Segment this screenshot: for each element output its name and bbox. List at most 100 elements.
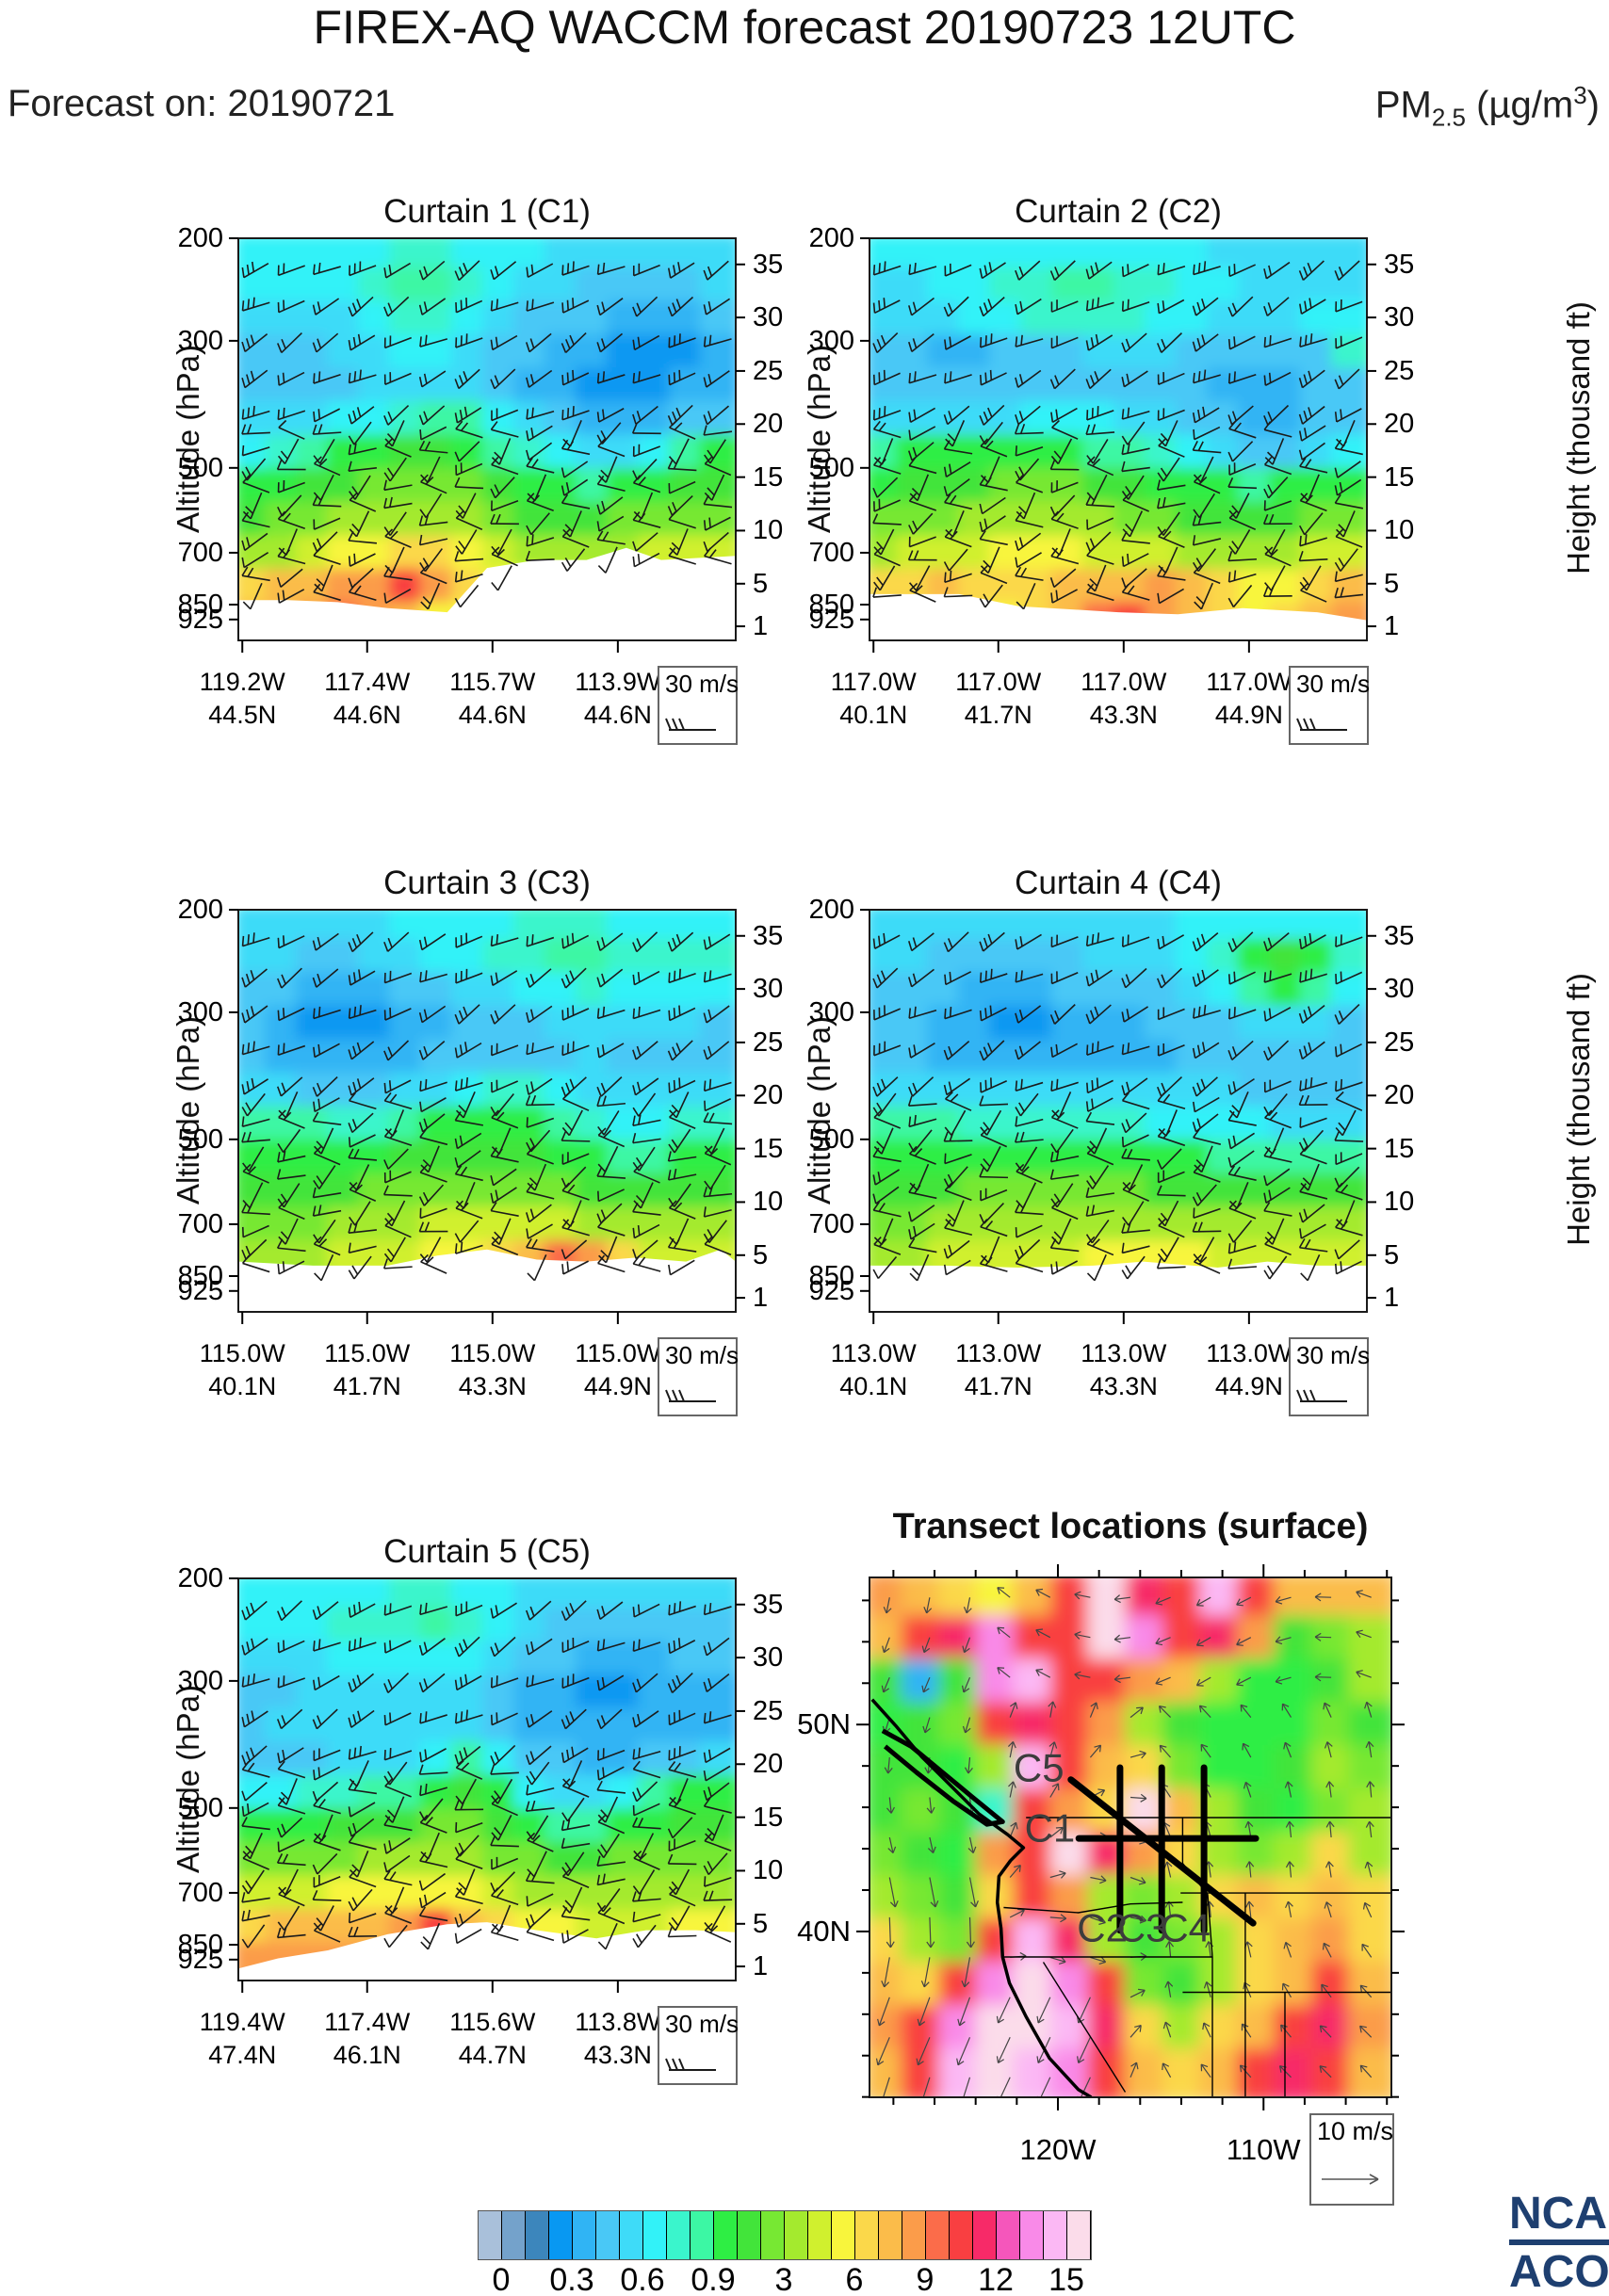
wind-barb	[419, 1748, 447, 1763]
wind-barb	[241, 297, 270, 312]
colorbar-box	[1020, 2211, 1044, 2259]
wind-barb	[419, 970, 448, 983]
wind-barb	[1298, 1204, 1325, 1223]
wind-barb	[312, 1187, 342, 1199]
wind-barb	[908, 1237, 937, 1253]
wind-barb	[1334, 260, 1360, 281]
wind-barb	[490, 1602, 517, 1619]
colorbar-box	[620, 2211, 643, 2259]
wind-barb	[1298, 1041, 1325, 1060]
wind-barb	[491, 1856, 519, 1870]
wind-barb	[1050, 480, 1079, 493]
wind-barb	[241, 511, 270, 528]
wind-barb	[1121, 1091, 1150, 1110]
wind-barb	[242, 582, 263, 610]
wind-barb	[1015, 970, 1044, 983]
wind-barb	[383, 404, 410, 426]
wind-barb	[312, 1708, 338, 1730]
wind-barb	[526, 1223, 553, 1239]
wind-barb	[383, 1748, 413, 1761]
wind-barb	[526, 1710, 553, 1728]
state-border	[1042, 1962, 1127, 2093]
wind-barb	[278, 419, 305, 440]
wind-barb	[1050, 1109, 1079, 1129]
surface-pm25-field	[870, 1577, 1391, 2097]
x-tick-label: 115.0W 40.1N	[167, 1337, 317, 1403]
wind-barb	[491, 1079, 519, 1093]
wind-barb	[241, 445, 270, 457]
x-tick-lon: 113.8W	[575, 2008, 661, 2036]
wind-barb	[383, 1040, 410, 1061]
height-axis-label-row1: Height (thousand ft)	[1561, 301, 1596, 574]
wind-barb	[454, 584, 479, 608]
wind-barb	[703, 1005, 730, 1024]
wind-barb	[1122, 1182, 1149, 1202]
wind-barb	[419, 564, 447, 585]
wind-barb	[1050, 1128, 1074, 1154]
wind-barb	[1121, 530, 1150, 544]
wind-barb	[241, 1817, 270, 1831]
wind-barb	[1087, 564, 1107, 592]
x-tick-lon: 117.4W	[324, 2008, 411, 2036]
wind-barb	[1335, 934, 1363, 947]
wind-barb	[454, 1132, 482, 1150]
wind-barb	[703, 1041, 730, 1060]
wind-barb	[526, 1638, 553, 1656]
height-tick-label: 5	[753, 568, 769, 599]
ncar-acom-logo: NCAR ACOM	[1509, 2191, 1609, 2296]
wind-barb	[561, 1907, 591, 1921]
wind-barb	[1157, 496, 1186, 509]
wind-barb	[1121, 407, 1150, 420]
wind-barb	[596, 1601, 624, 1620]
wind-barb	[490, 1004, 516, 1025]
wind-barb	[526, 1761, 550, 1786]
wind-barb	[276, 460, 306, 471]
wind-barb	[1015, 1203, 1044, 1216]
wind-barb	[526, 1785, 555, 1796]
wind-barb	[1298, 1004, 1325, 1025]
wind-barb	[348, 1637, 377, 1652]
wind-barb	[1157, 511, 1180, 536]
wind-barb	[1334, 368, 1360, 390]
wind-barb	[1049, 1238, 1080, 1253]
wind-barb	[1299, 1146, 1327, 1165]
wind-barb	[597, 1922, 618, 1950]
wind-barb	[704, 1236, 732, 1256]
height-tick-label: 35	[753, 249, 784, 280]
wind-barb	[454, 1709, 483, 1724]
wind-barb	[907, 1076, 935, 1097]
wind-barb	[945, 1091, 972, 1111]
wind-barb	[241, 1802, 269, 1818]
wind-barb	[872, 298, 901, 315]
wind-legend-C5: 30 m/s	[658, 2006, 739, 2085]
wind-barb	[980, 564, 1008, 585]
wind-barb	[526, 1005, 553, 1024]
wind-barb	[1049, 260, 1076, 282]
wind-barb	[312, 424, 342, 435]
wind-barb	[1263, 421, 1292, 438]
wind-barb	[873, 1236, 902, 1255]
wind-barb	[1121, 370, 1148, 388]
wind-barb	[945, 1200, 965, 1227]
wind-barb	[669, 528, 689, 556]
wind-barb	[242, 492, 263, 520]
wind-barb	[348, 1148, 378, 1161]
wind-barb	[703, 425, 733, 436]
wind-barb	[597, 456, 618, 483]
wind-barb	[597, 1254, 626, 1273]
wind-barb	[313, 1219, 336, 1244]
wind-barb	[1334, 1130, 1364, 1142]
wind-barb	[561, 1778, 590, 1798]
wind-barb	[596, 530, 626, 545]
wind-barb	[1299, 333, 1328, 348]
wind-barb	[703, 1637, 730, 1657]
wind-barb	[1263, 297, 1290, 316]
wind-barb	[1192, 969, 1219, 988]
height-tick-label: 10	[1384, 515, 1415, 546]
wind-barb	[943, 587, 973, 598]
wind-barb	[526, 1674, 555, 1688]
colorbar-tick-label: 3	[774, 2262, 793, 2296]
height-axis-label-row2: Height (thousand ft)	[1561, 973, 1596, 1246]
wind-barb	[419, 1711, 447, 1724]
wind-barb	[908, 262, 937, 276]
